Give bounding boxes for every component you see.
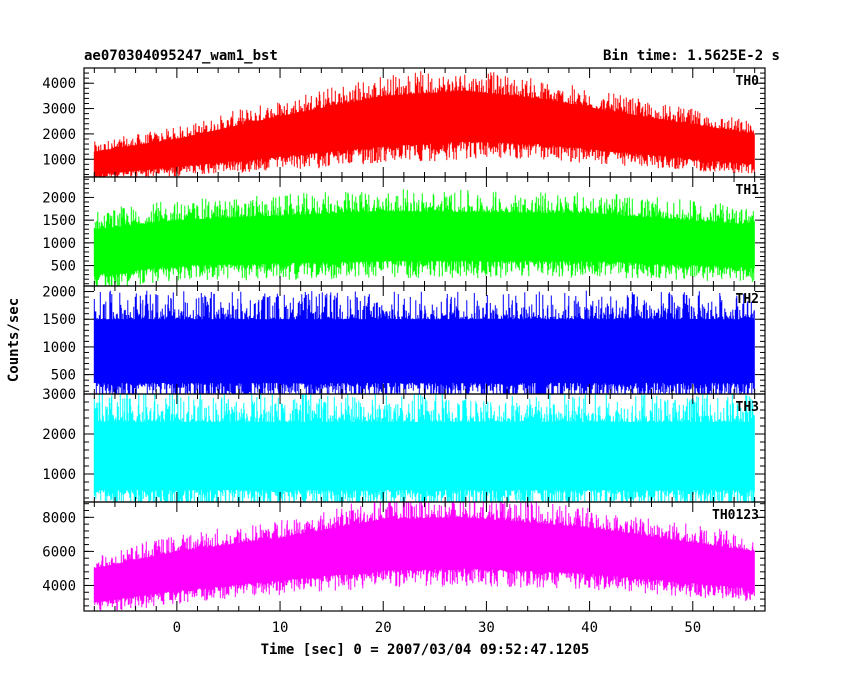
- y-tick-label: 500: [51, 259, 76, 275]
- chart-title: ae070304095247_wam1_bst: [84, 48, 278, 64]
- x-tick-label: 40: [581, 620, 598, 636]
- x-tick-label: 30: [478, 620, 495, 636]
- y-axis-label: Counts/sec: [6, 298, 22, 382]
- panel-th0123: 4000 6000 8000 TH0123: [42, 501, 766, 612]
- panel-th2: 500 1000 1500 2000 TH2: [42, 285, 766, 395]
- y-tick-label: 3000: [42, 387, 76, 403]
- panel-th1: 500 1000 1500 2000 TH1: [42, 176, 766, 287]
- series-th2-trace: [93, 290, 755, 394]
- panel-th3: 1000 2000 3000 TH3: [42, 387, 766, 503]
- y-tick-label: 1500: [42, 312, 76, 328]
- y-tick-label: 1000: [42, 467, 76, 483]
- x-tick-label: 0: [173, 620, 181, 636]
- series-th0123-trace: [93, 502, 755, 611]
- series-th0-trace: [93, 71, 755, 177]
- y-tick-label: 3000: [42, 102, 76, 118]
- y-tick-label: 8000: [42, 510, 76, 526]
- panel-th0: 1000 2000 3000 4000 TH0: [42, 67, 766, 178]
- y-tick-label: 500: [51, 368, 76, 384]
- panel-label-th2: TH2: [736, 292, 759, 307]
- x-axis-label: Time [sec] 0 = 2007/03/04 09:52:47.1205: [261, 642, 590, 658]
- panel-label-th0: TH0: [736, 74, 760, 89]
- y-tick-label: 1000: [42, 236, 76, 252]
- y-tick-label: 2000: [42, 190, 76, 206]
- y-tick-label: 1000: [42, 152, 76, 168]
- y-tick-label: 2000: [42, 285, 76, 301]
- series-th3-trace: [93, 394, 755, 502]
- y-tick-label: 2000: [42, 427, 76, 443]
- x-tick-label: 50: [684, 620, 701, 636]
- y-tick-label: 4000: [42, 76, 76, 92]
- series-th1-trace: [93, 189, 755, 286]
- y-tick-label: 4000: [42, 578, 76, 594]
- bin-time-label: Bin time: 1.5625E-2 s: [603, 48, 780, 64]
- y-tick-label: 2000: [42, 127, 76, 143]
- panel-label-th1: TH1: [736, 183, 760, 198]
- y-tick-label: 1000: [42, 340, 76, 356]
- panel-label-th0123: TH0123: [712, 508, 759, 523]
- x-tick-label: 10: [272, 620, 289, 636]
- panel-label-th3: TH3: [736, 400, 759, 415]
- y-tick-label: 6000: [42, 544, 76, 560]
- x-tick-label: 20: [375, 620, 392, 636]
- y-tick-label: 1500: [42, 213, 76, 229]
